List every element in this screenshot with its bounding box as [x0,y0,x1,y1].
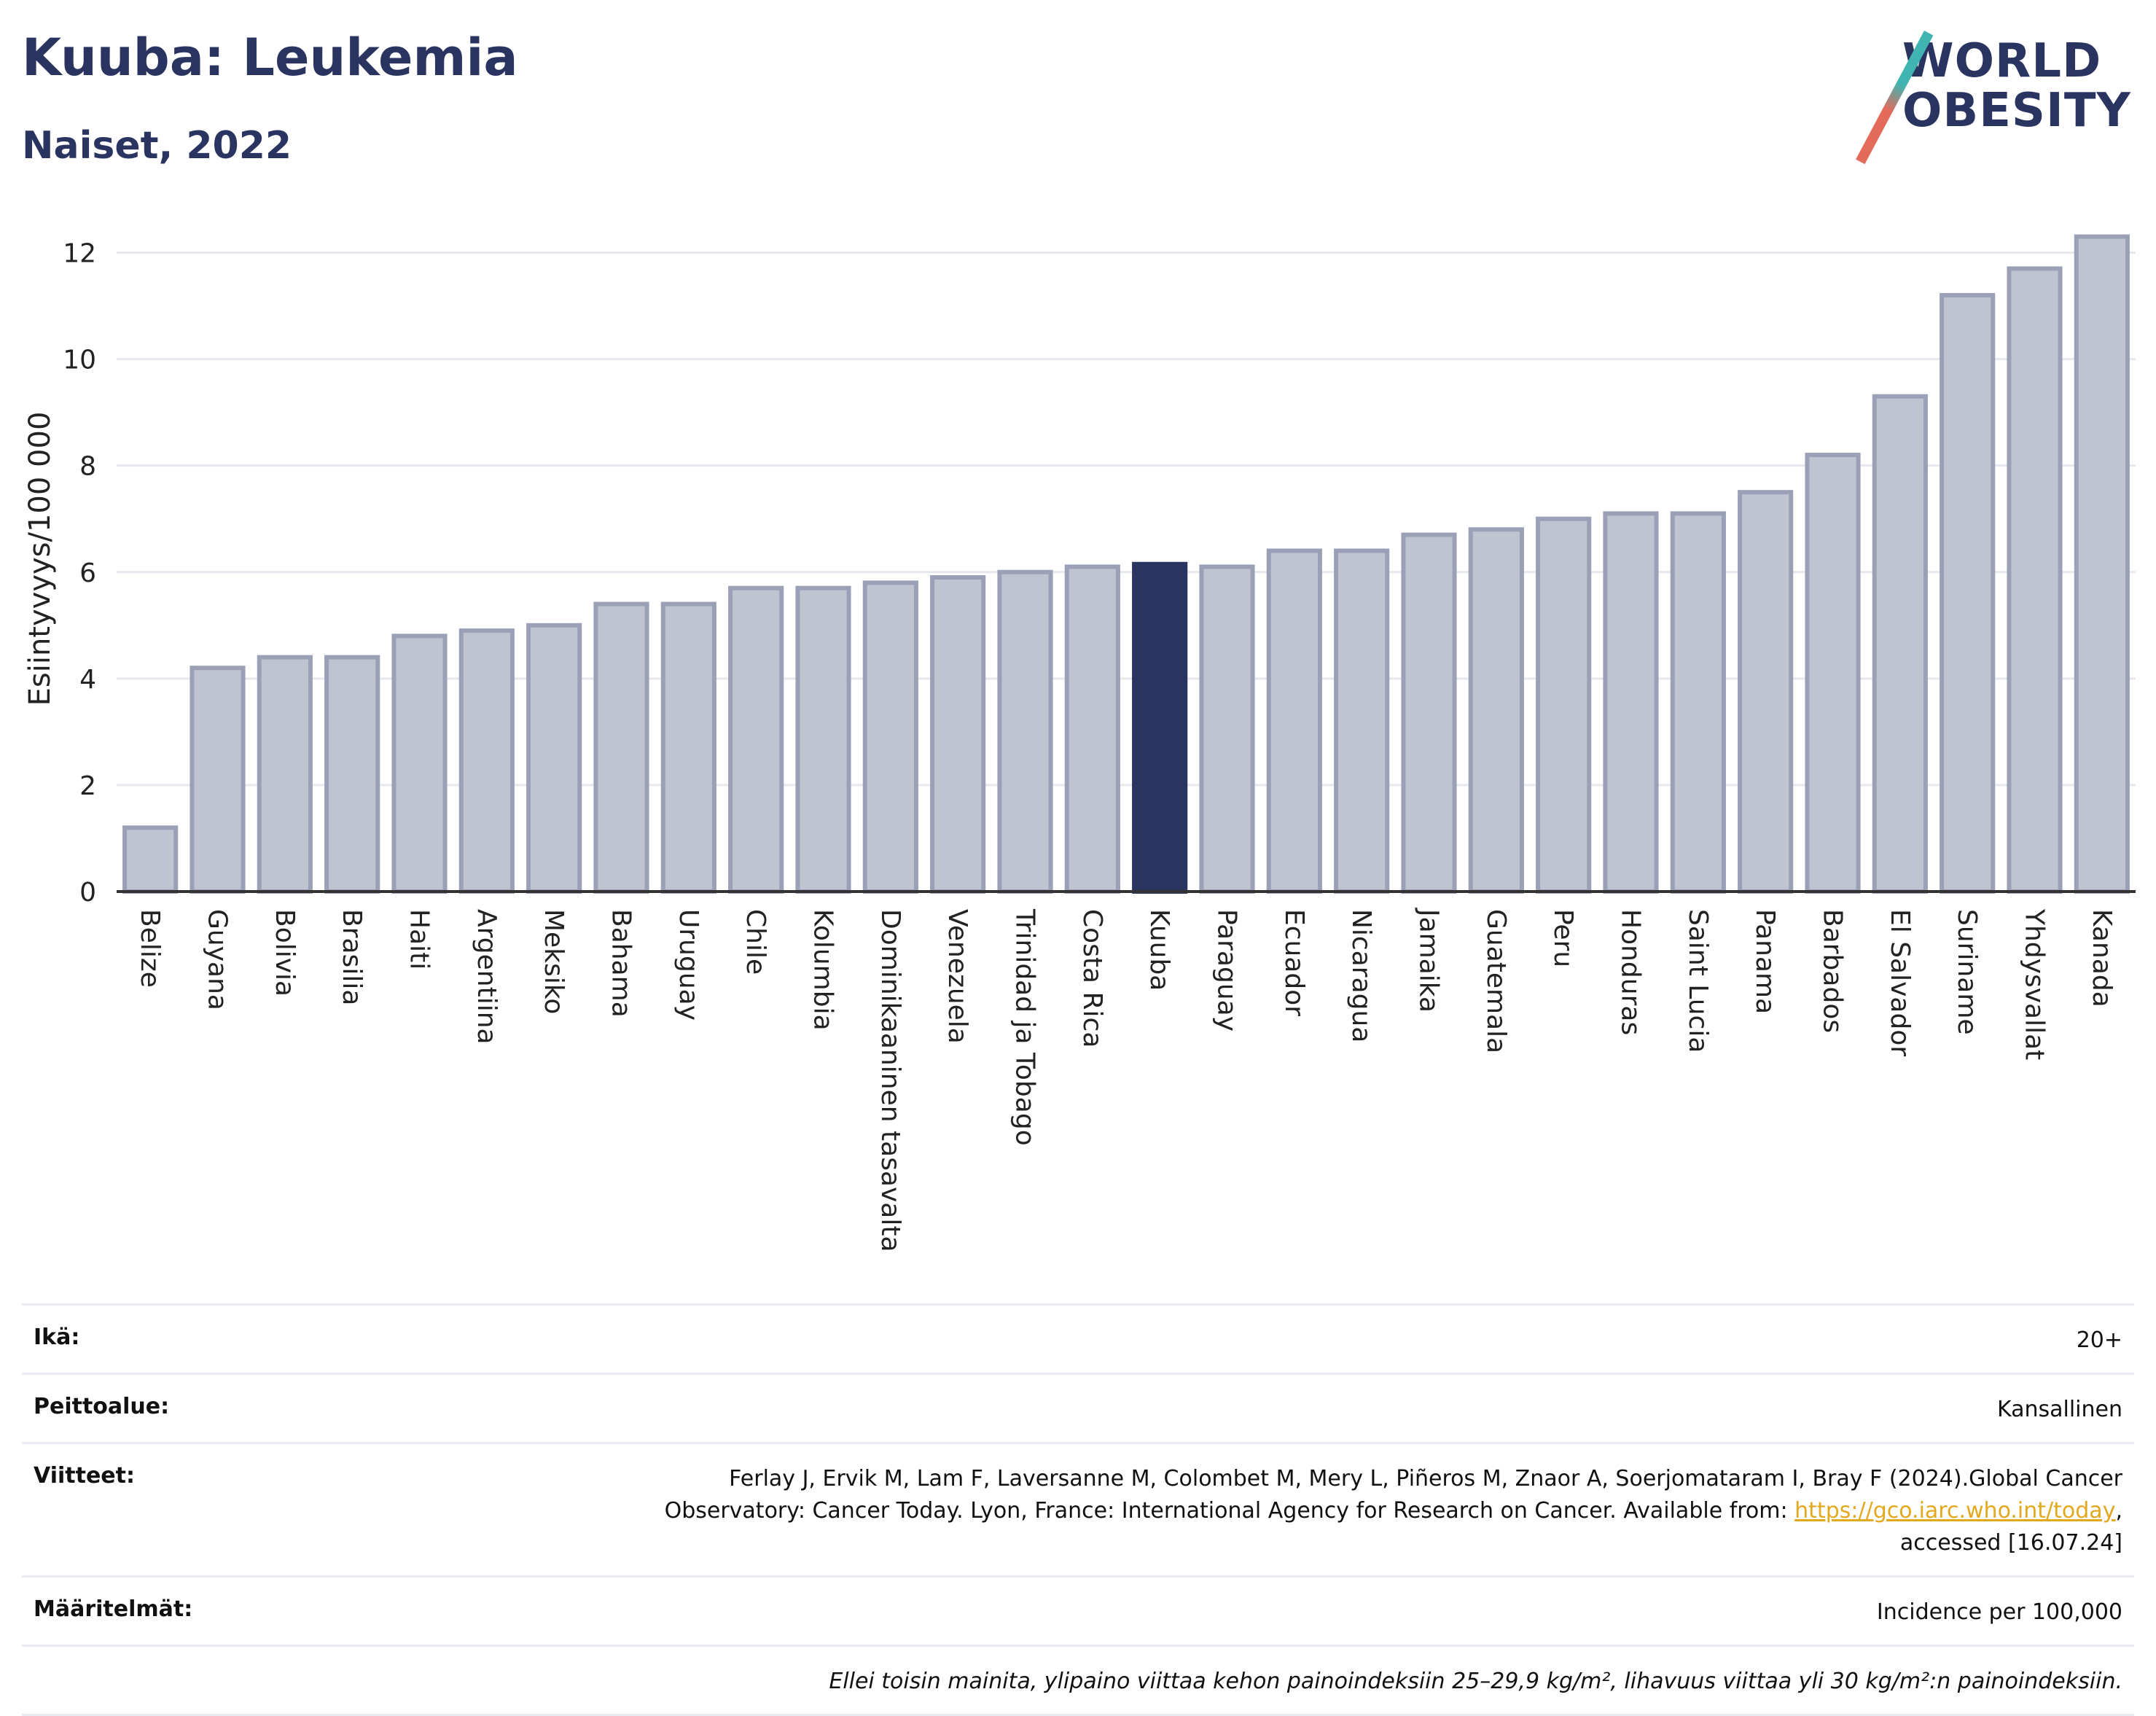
meta-row-age: Ikä: 20+ [22,1303,2134,1373]
x-tick-label: Peru [1548,909,1578,967]
references-link[interactable]: https://gco.iarc.who.int/today [1794,1498,2116,1524]
x-tick-label: Dominikaaninen tasavalta [875,909,905,1252]
bar [1468,527,1524,894]
bar [324,655,380,894]
logo-text-top: WORLD [1902,34,2102,88]
meta-row-references: Viitteet: Ferlay J, Ervik M, Lam F, Lave… [22,1442,2134,1575]
age-label: Ikä: [34,1325,80,1350]
x-tick-label: Yhdysvallat [2020,908,2050,1060]
y-tick-label: 4 [79,665,96,695]
bar [997,569,1053,894]
bar [1401,532,1457,894]
bar [862,580,918,894]
x-tick-label: Nicaragua [1346,909,1376,1042]
x-tick-label: Ecuador [1279,909,1309,1016]
x-tick-label: Kanada [2087,909,2117,1007]
footnote: Ellei toisin mainita, ylipaino viittaa k… [829,1669,2122,1694]
meta-row-definitions: Määritelmät: Incidence per 100,000 [22,1575,2134,1645]
x-tick-label: Guatemala [1481,909,1511,1053]
bar [1872,394,1928,894]
x-tick-label: Argentiina [472,909,501,1045]
bar [1670,511,1726,894]
bar [1603,511,1659,894]
x-tick-label: Bahama [606,909,636,1018]
bar [1805,453,1861,894]
x-tick-label: Kolumbia [808,909,838,1031]
bar [1064,564,1120,894]
logo-text-bottom: OBESITY [1902,84,2131,138]
x-tick-label: Costa Rica [1077,909,1107,1048]
x-tick-label: Paraguay [1212,909,1242,1031]
references-text-2: Observatory: Cancer Today. Lyon, France:… [664,1498,1795,1524]
x-tick-label: Suriname [1952,909,1982,1035]
page-title: Kuuba: Leukemia [22,28,518,87]
x-tick-label: Saint Lucia [1683,909,1713,1053]
coverage-label: Peittoalue: [34,1394,170,1419]
references-value: Ferlay J, Ervik M, Lam F, Laversanne M, … [665,1463,2122,1559]
meta-row-note: Ellei toisin mainita, ylipaino viittaa k… [22,1645,2134,1716]
bar [458,628,515,894]
world-obesity-logo: WORLD OBESITY [1856,31,2143,165]
references-text-4: accessed [16.07.24] [1899,1530,2122,1556]
x-tick-label: Trinidad ja Tobago [1010,908,1040,1146]
bar [190,666,246,894]
bar [1536,516,1592,894]
y-axis-label: Esiintyvyys/100 000 [23,412,57,706]
x-tick-label: Honduras [1616,909,1646,1035]
page-subtitle: Naiset, 2022 [22,124,292,168]
x-tick-label: Bolivia [270,909,300,997]
meta-row-coverage: Peittoalue: Kansallinen [22,1373,2134,1442]
x-tick-label: Jamaika [1414,908,1444,1013]
bar [257,655,313,894]
references-text-1: Ferlay J, Ervik M, Lam F, Laversanne M, … [729,1466,2122,1491]
x-tick-label: El Salvador [1885,909,1915,1056]
bar-chart: 0 2 4 6 8 10 12 Esiintyvyys/100 000 Belize Guyana… [23,234,2136,1252]
bar [728,585,784,894]
bar [526,623,582,894]
bar [2007,266,2063,894]
x-tick-label: Kuuba [1144,909,1174,991]
bar [593,601,649,894]
x-tick-label: Meksiko [539,909,569,1014]
y-tick-label: 10 [63,346,96,375]
bar [1132,561,1188,894]
references-text-3: , [2115,1498,2122,1524]
y-tick-label: 0 [79,878,96,908]
y-tick-label: 2 [79,771,96,801]
bar [1940,292,1996,894]
bar [1334,548,1390,894]
definitions-label: Määritelmät: [34,1596,193,1622]
x-tick-label: Brasilia [337,909,367,1005]
coverage-value: Kansallinen [1996,1397,2122,1422]
x-tick-label: Haiti [405,909,434,970]
references-label: Viitteet: [34,1463,135,1489]
bar [1199,564,1255,894]
bar [795,585,851,894]
x-tick-label: Venezuela [942,909,972,1044]
bar [1266,548,1322,894]
y-tick-label: 8 [79,452,96,482]
bar [2074,234,2130,894]
bar [930,575,986,894]
definitions-value: Incidence per 100,000 [1876,1599,2122,1625]
bar [660,601,716,894]
bar [122,825,179,894]
y-tick-label: 12 [63,239,96,269]
y-tick-label: 6 [79,558,96,588]
x-tick-label: Belize [135,909,165,988]
meta-table: Ikä: 20+ Peittoalue: Kansallinen Viittee… [22,1303,2134,1716]
x-tick-label: Uruguay [673,909,703,1021]
x-tick-label: Panama [1750,909,1780,1014]
x-tick-label: Guyana [203,909,233,1010]
x-tick-label: Chile [741,909,770,975]
x-tick-label: Barbados [1818,909,1848,1033]
bar [1738,490,1794,894]
bar [391,633,448,894]
age-value: 20+ [2076,1327,2122,1353]
